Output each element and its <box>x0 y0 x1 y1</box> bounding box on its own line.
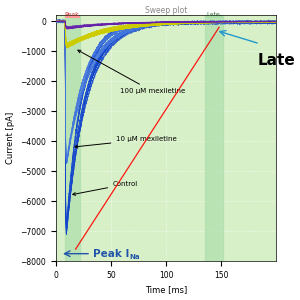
Text: 10 μM mexiletine: 10 μM mexiletine <box>75 136 177 148</box>
FancyBboxPatch shape <box>205 16 224 18</box>
FancyBboxPatch shape <box>64 16 80 18</box>
Bar <box>64 15 80 261</box>
X-axis label: Time [ms]: Time [ms] <box>145 285 187 294</box>
Text: Control: Control <box>73 181 138 195</box>
Text: 100 μM mexiletine: 100 μM mexiletine <box>78 50 185 94</box>
Y-axis label: Current [pA]: Current [pA] <box>6 112 15 164</box>
Bar <box>205 15 224 261</box>
Title: Sweep plot: Sweep plot <box>145 6 187 15</box>
Text: Late: Late <box>258 53 296 68</box>
Text: Peak I: Peak I <box>93 249 130 259</box>
Text: Late: Late <box>207 12 220 17</box>
Text: Na: Na <box>130 254 140 260</box>
Text: Peak: Peak <box>65 12 80 17</box>
